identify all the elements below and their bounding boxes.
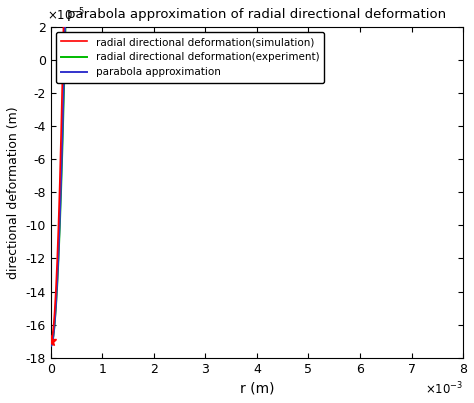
Line: radial directional deformation(experiment): radial directional deformation(experimen… <box>51 0 438 346</box>
Title: parabola approximation of radial directional deformation: parabola approximation of radial directi… <box>67 8 447 21</box>
Line: parabola approximation: parabola approximation <box>51 0 438 346</box>
radial directional deformation(simulation) <box>48 339 54 344</box>
X-axis label: r (m): r (m) <box>240 381 274 395</box>
parabola approximation <box>48 344 54 349</box>
Text: $\times 10^{-3}$: $\times 10^{-3}$ <box>425 381 463 397</box>
radial directional deformation(experiment) <box>48 344 54 349</box>
Line: radial directional deformation(simulation): radial directional deformation(simulatio… <box>51 0 438 341</box>
Legend: radial directional deformation(simulation), radial directional deformation(exper: radial directional deformation(simulatio… <box>56 32 324 83</box>
Text: $\times 10^{-5}$: $\times 10^{-5}$ <box>46 7 85 23</box>
Y-axis label: directional deformation (m): directional deformation (m) <box>7 106 20 278</box>
